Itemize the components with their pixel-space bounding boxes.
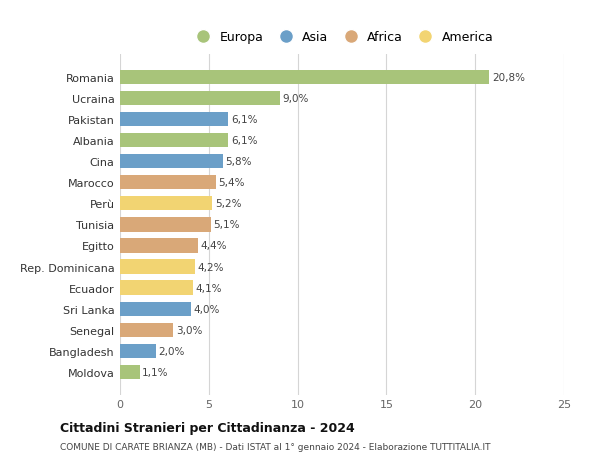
Text: 4,2%: 4,2% <box>197 262 224 272</box>
Bar <box>120 134 229 148</box>
Text: 1,1%: 1,1% <box>142 367 169 377</box>
Text: 4,1%: 4,1% <box>196 283 222 293</box>
Bar <box>120 155 223 169</box>
Text: 9,0%: 9,0% <box>283 94 309 104</box>
Text: 5,4%: 5,4% <box>218 178 245 188</box>
Text: 5,2%: 5,2% <box>215 199 242 209</box>
Bar <box>120 281 193 295</box>
Bar <box>120 71 490 85</box>
Bar <box>120 302 191 316</box>
Bar <box>120 176 216 190</box>
Text: 6,1%: 6,1% <box>231 136 257 146</box>
Bar <box>120 218 211 232</box>
Legend: Europa, Asia, Africa, America: Europa, Asia, Africa, America <box>187 28 497 48</box>
Text: 6,1%: 6,1% <box>231 115 257 125</box>
Text: 4,0%: 4,0% <box>194 304 220 314</box>
Text: Cittadini Stranieri per Cittadinanza - 2024: Cittadini Stranieri per Cittadinanza - 2… <box>60 421 355 434</box>
Text: COMUNE DI CARATE BRIANZA (MB) - Dati ISTAT al 1° gennaio 2024 - Elaborazione TUT: COMUNE DI CARATE BRIANZA (MB) - Dati IST… <box>60 442 491 451</box>
Bar <box>120 239 198 253</box>
Text: 2,0%: 2,0% <box>158 346 185 356</box>
Bar <box>120 260 194 274</box>
Bar <box>120 197 212 211</box>
Text: 5,1%: 5,1% <box>213 220 240 230</box>
Text: 20,8%: 20,8% <box>492 73 525 83</box>
Bar <box>120 365 140 379</box>
Text: 3,0%: 3,0% <box>176 325 202 335</box>
Bar <box>120 91 280 106</box>
Bar <box>120 344 155 358</box>
Text: 4,4%: 4,4% <box>201 241 227 251</box>
Bar <box>120 323 173 337</box>
Bar <box>120 112 229 127</box>
Text: 5,8%: 5,8% <box>226 157 252 167</box>
